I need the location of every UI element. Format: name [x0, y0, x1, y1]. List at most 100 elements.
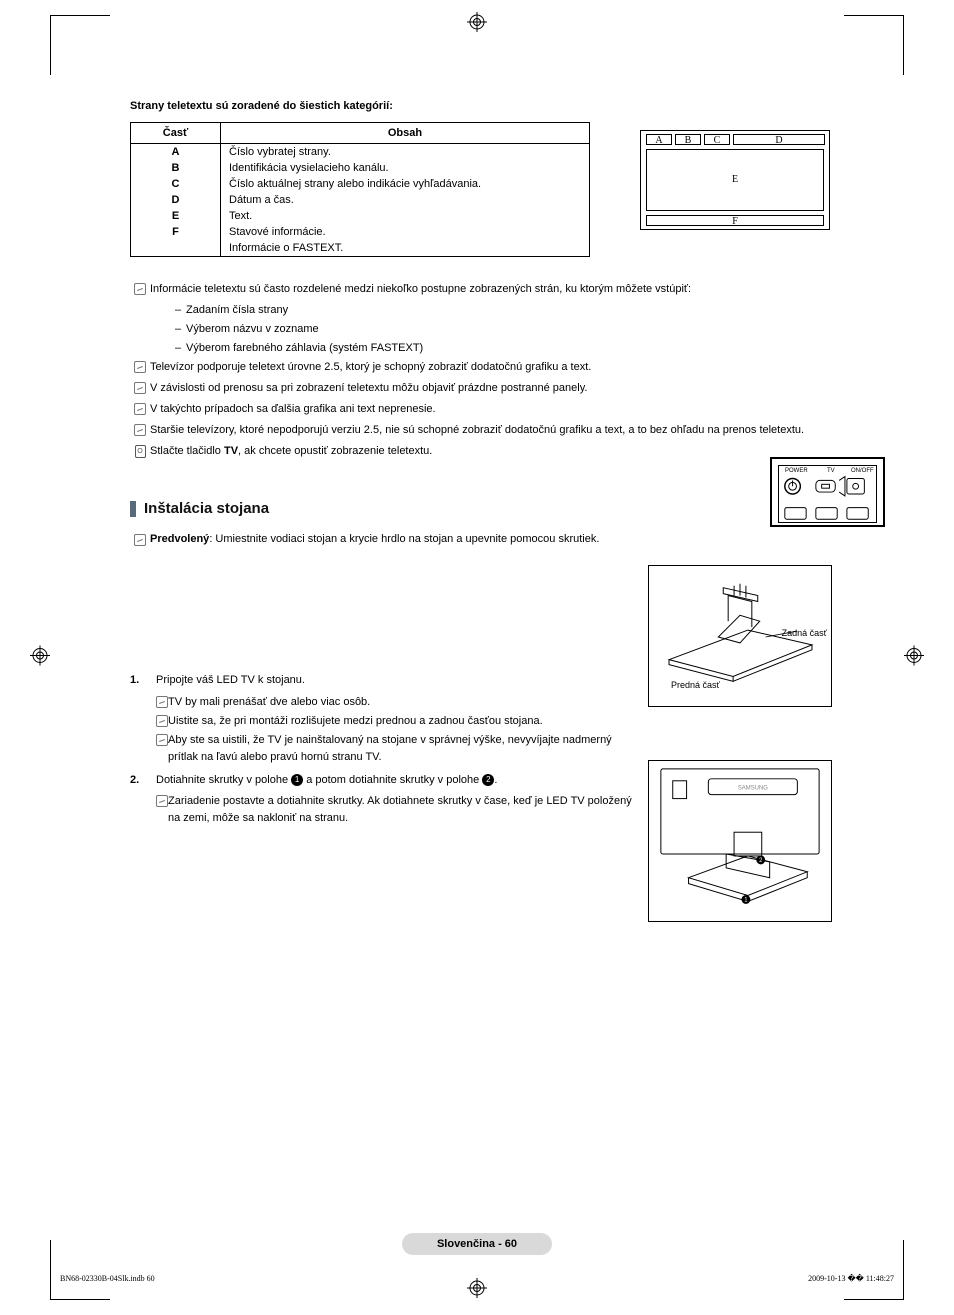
assembly-figure: SAMSUNG 2 1	[648, 760, 832, 922]
note-icon	[156, 732, 168, 766]
bullet-text: Uistite sa, že pri montáži rozlišujete m…	[168, 713, 543, 730]
diagram-cell-c: C	[704, 134, 730, 145]
registration-mark-icon	[904, 645, 924, 670]
footer-right-meta: 2009-10-13 �� 11:48:27	[808, 1274, 894, 1283]
table-row: BIdentifikácia vysielacieho kanálu.	[131, 160, 590, 176]
note-row: O Stlačte tlačidlo TV, ak chcete opustiť…	[130, 443, 830, 460]
stand-figure: Zadná časť Predná časť	[648, 565, 832, 707]
note-text: Stlačte tlačidlo TV, ak chcete opustiť z…	[150, 443, 830, 460]
table-row: AČíslo vybratej strany.	[131, 144, 590, 161]
note-row: V závislosti od prenosu sa pri zobrazení…	[130, 380, 830, 397]
remote-control-figure: POWER TV ON/OFF	[770, 457, 885, 527]
step-text-mid: a potom dotiahnite skrutky v polohe	[303, 774, 482, 786]
crop-mark	[50, 1240, 51, 1300]
cell-part	[131, 240, 221, 257]
step-text-post: .	[494, 774, 497, 786]
diagram-cell-e: E	[646, 149, 824, 211]
note-icon	[130, 422, 150, 439]
table-header-desc: Obsah	[221, 123, 590, 144]
crop-mark	[903, 15, 904, 75]
registration-mark-icon	[30, 645, 50, 670]
note-sublist: –Zadaním čísla strany –Výberom názvu v z…	[170, 302, 830, 357]
diagram-cell-f: F	[646, 215, 824, 226]
svg-text:SAMSUNG: SAMSUNG	[738, 786, 768, 792]
table-row: Informácie o FASTEXT.	[131, 240, 590, 257]
cell-part: C	[131, 176, 221, 192]
dash-icon: –	[170, 302, 186, 319]
stand-label-back: Zadná časť	[782, 628, 827, 638]
note-icon	[130, 281, 150, 298]
svg-text:2: 2	[759, 858, 762, 864]
registration-mark-icon	[467, 1278, 487, 1303]
bullet-text: Zariadenie postavte a dotiahnite skrutky…	[168, 793, 636, 827]
note-icon	[156, 713, 168, 730]
step-body: Dotiahnite skrutky v polohe 1 a potom do…	[156, 772, 636, 827]
tv-button-label: TV	[224, 445, 238, 457]
note-icon	[156, 793, 168, 827]
section-heading: Inštalácia stojana	[130, 500, 830, 517]
note-icon	[130, 531, 150, 548]
step-text: Pripojte váš LED TV k stojanu.	[156, 672, 636, 689]
note-text: Staršie televízory, ktoré nepodporujú ve…	[150, 422, 830, 439]
note-text: Informácie teletextu sú často rozdelené …	[150, 281, 830, 298]
stand-label-front: Predná časť	[671, 680, 720, 690]
note-row: Informácie teletextu sú často rozdelené …	[130, 281, 830, 298]
diagram-cell-d: D	[733, 134, 825, 145]
cell-part: D	[131, 192, 221, 208]
sub-text: Výberom farebného záhlavia (systém FASTE…	[186, 340, 423, 357]
cell-desc: Stavové informácie.	[221, 224, 590, 240]
note-row: Predvolený: Umiestnite vodiaci stojan a …	[130, 531, 830, 548]
callout-1-icon: 1	[291, 774, 303, 786]
sub-text: Výberom názvu v zozname	[186, 321, 319, 338]
note-text-post: , ak chcete opustiť zobrazenie teletextu…	[238, 445, 432, 457]
step-text: Dotiahnite skrutky v polohe 1 a potom do…	[156, 772, 636, 789]
sub-item: –Zadaním čísla strany	[170, 302, 830, 319]
notes-list: Informácie teletextu sú často rozdelené …	[130, 281, 830, 460]
note-text: Predvolený: Umiestnite vodiaci stojan a …	[150, 531, 620, 548]
table-row: DDátum a čas.	[131, 192, 590, 208]
step-number: 2.	[130, 772, 156, 827]
cell-part: B	[131, 160, 221, 176]
cell-part: A	[131, 144, 221, 161]
section-bar-icon	[130, 501, 136, 517]
cell-desc: Číslo aktuálnej strany alebo indikácie v…	[221, 176, 590, 192]
crop-mark	[50, 1299, 110, 1300]
sub-item: –Výberom názvu v zozname	[170, 321, 830, 338]
footer-left-meta: BN68-02330B-04Slk.indb 60	[60, 1274, 155, 1283]
crop-mark	[844, 1299, 904, 1300]
step-bullet: Zariadenie postavte a dotiahnite skrutky…	[156, 793, 636, 827]
sub-text: Zadaním čísla strany	[186, 302, 288, 319]
crop-mark	[844, 15, 904, 16]
button-icon: O	[130, 443, 150, 460]
note-icon	[130, 380, 150, 397]
remote-inner: POWER TV ON/OFF	[778, 465, 877, 523]
step-bullet: Uistite sa, že pri montáži rozlišujete m…	[156, 713, 636, 730]
step-bullet: TV by mali prenášať dve alebo viac osôb.	[156, 694, 636, 711]
note-icon	[156, 694, 168, 711]
note-row: Staršie televízory, ktoré nepodporujú ve…	[130, 422, 830, 439]
note-row: V takýchto prípadoch sa ďalšia grafika a…	[130, 401, 830, 418]
cell-desc: Text.	[221, 208, 590, 224]
registration-mark-icon	[467, 12, 487, 37]
page: Strany teletextu sú zoradené do šiestich…	[0, 0, 954, 1315]
svg-text:1: 1	[744, 897, 747, 903]
note-icon	[130, 401, 150, 418]
crop-mark	[50, 15, 110, 16]
crop-mark	[50, 15, 51, 75]
cell-desc: Informácie o FASTEXT.	[221, 240, 590, 257]
step-number: 1.	[130, 672, 156, 765]
note-icon	[130, 359, 150, 376]
table-row: CČíslo aktuálnej strany alebo indikácie …	[131, 176, 590, 192]
page-footer: Slovenčina - 60	[402, 1233, 552, 1255]
teletext-parts-table: Časť Obsah AČíslo vybratej strany. BIden…	[130, 122, 590, 257]
note-text-pre: Stlačte tlačidlo	[150, 445, 224, 457]
bullet-text: TV by mali prenášať dve alebo viac osôb.	[168, 694, 370, 711]
bullet-text: Aby ste sa uistili, že TV je nainštalova…	[168, 732, 636, 766]
step-text-pre: Dotiahnite skrutky v polohe	[156, 774, 291, 786]
note-text: V takýchto prípadoch sa ďalšia grafika a…	[150, 401, 830, 418]
section-title: Inštalácia stojana	[144, 500, 269, 517]
note-text: V závislosti od prenosu sa pri zobrazení…	[150, 380, 830, 397]
sub-item: –Výberom farebného záhlavia (systém FAST…	[170, 340, 830, 357]
table-header-part: Časť	[131, 123, 221, 144]
preset-label: Predvolený	[150, 533, 209, 545]
